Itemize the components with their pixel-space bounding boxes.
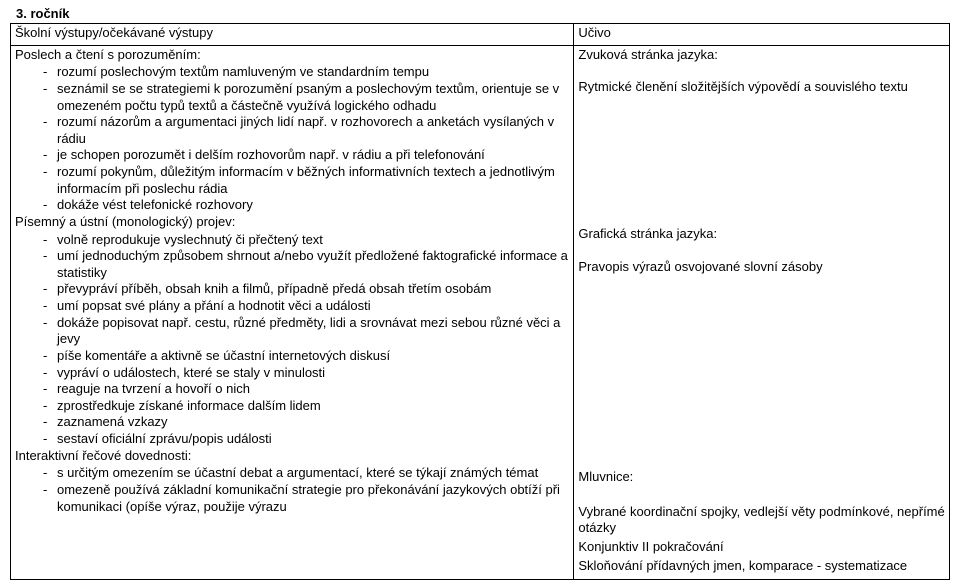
curriculum-table: Školní výstupy/očekávané výstupy Učivo P… bbox=[10, 23, 950, 580]
list-item: dokáže vést telefonické rozhovory bbox=[43, 197, 569, 214]
list-item: rozumí názorům a argumentaci jiných lidí… bbox=[43, 114, 569, 147]
list-item: seznámil se se strategiemi k porozumění … bbox=[43, 81, 569, 114]
topic-rhythm: Rytmické členění složitějších výpovědí a… bbox=[578, 79, 945, 96]
list-item: rozumí pokynům, důležitým informacím v b… bbox=[43, 164, 569, 197]
section-interactive-skills: Interaktivní řečové dovednosti: bbox=[15, 448, 569, 465]
list-listening-reading: rozumí poslechovým textům namluveným ve … bbox=[15, 64, 569, 214]
list-item: píše komentáře a aktivně se účastní inte… bbox=[43, 348, 569, 365]
list-item: reaguje na tvrzení a hovoří o nich bbox=[43, 381, 569, 398]
topic-grammar: Mluvnice: bbox=[578, 469, 945, 486]
list-written-oral: volně reprodukuje vyslechnutý či přečten… bbox=[15, 232, 569, 448]
list-item: sestaví oficiální zprávu/popis události bbox=[43, 431, 569, 448]
list-item: zaznamená vzkazy bbox=[43, 414, 569, 431]
outcomes-cell: Poslech a čtení s porozuměním: rozumí po… bbox=[11, 45, 574, 580]
list-item: převypráví příběh, obsah knih a filmů, p… bbox=[43, 281, 569, 298]
section-written-oral: Písemný a ústní (monologický) projev: bbox=[15, 214, 569, 231]
col-header-outcomes: Školní výstupy/očekávané výstupy bbox=[11, 24, 574, 46]
section-listening-reading: Poslech a čtení s porozuměním: bbox=[15, 47, 569, 64]
topic-konjunktiv: Konjunktiv II pokračování bbox=[578, 539, 945, 556]
topic-sound-aspect: Zvuková stránka jazyka: bbox=[578, 47, 945, 64]
list-item: vypráví o událostech, které se staly v m… bbox=[43, 365, 569, 382]
list-item: je schopen porozumět i delším rozhovorům… bbox=[43, 147, 569, 164]
list-item: dokáže popisovat např. cestu, různé před… bbox=[43, 315, 569, 348]
list-item: zprostředkuje získané informace dalším l… bbox=[43, 398, 569, 415]
topic-graphical-aspect: Grafická stránka jazyka: bbox=[578, 226, 945, 243]
topic-adjective-declension: Skloňování přídavných jmen, komparace - … bbox=[578, 558, 945, 575]
topic-spelling: Pravopis výrazů osvojované slovní zásoby bbox=[578, 259, 945, 276]
content-cell: Zvuková stránka jazyka: Rytmické členění… bbox=[574, 45, 950, 580]
col-header-content: Učivo bbox=[574, 24, 950, 46]
list-item: umí popsat své plány a přání a hodnotit … bbox=[43, 298, 569, 315]
grade-heading: 3. ročník bbox=[16, 6, 950, 21]
list-item: omezeně používá základní komunikační str… bbox=[43, 482, 569, 515]
list-item: s určitým omezením se účastní debat a ar… bbox=[43, 465, 569, 482]
list-item: umí jednoduchým způsobem shrnout a/nebo … bbox=[43, 248, 569, 281]
list-item: rozumí poslechovým textům namluveným ve … bbox=[43, 64, 569, 81]
list-interactive-skills: s určitým omezením se účastní debat a ar… bbox=[15, 465, 569, 515]
topic-conjunctions: Vybrané koordinační spojky, vedlejší vět… bbox=[578, 504, 945, 537]
list-item: volně reprodukuje vyslechnutý či přečten… bbox=[43, 232, 569, 249]
